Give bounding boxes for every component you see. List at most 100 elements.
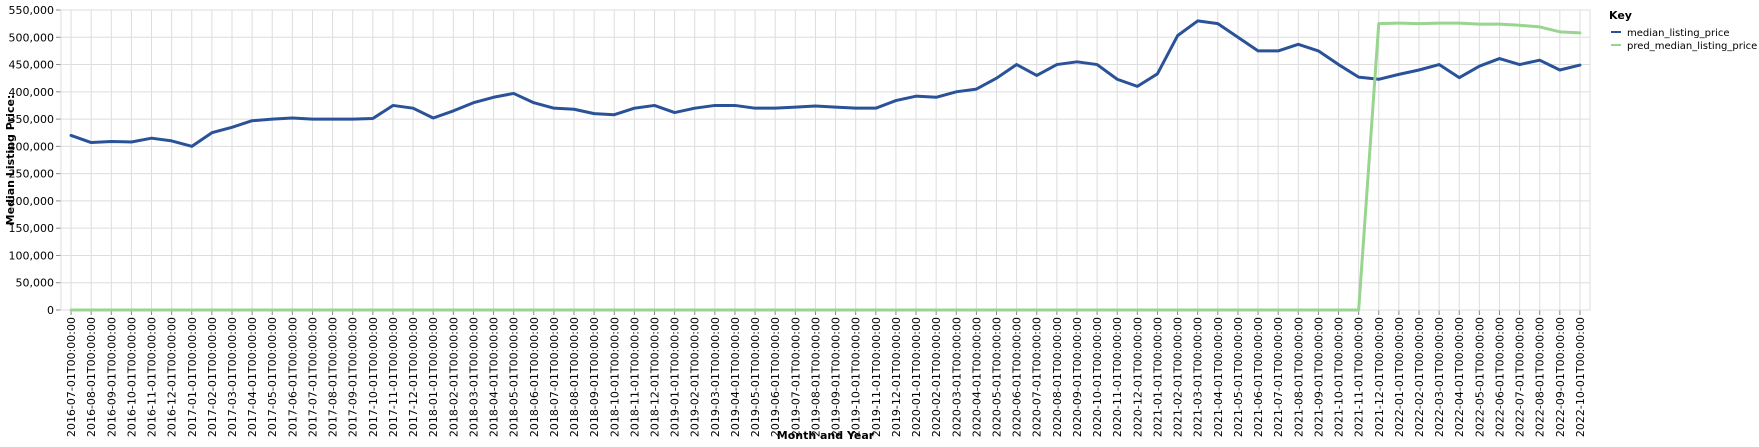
x-tick-label: 2019-06-01T00:00:00 — [769, 317, 782, 437]
y-axis: 0 50,000 100,000 150,000 200,000 250,000 300,0… — [9, 4, 61, 317]
x-tick-label: 2021-06-01T00:00:00 — [1252, 317, 1265, 437]
legend: Key median_listing_price pred_median_list… — [1609, 9, 1757, 52]
x-tick-label: 2020-06-01T00:00:00 — [1011, 317, 1024, 437]
series-line-pred-median-listing-price — [69, 21, 1582, 312]
y-tick-label: 400,000 — [9, 86, 55, 99]
x-tick-label: 2016-10-01T00:00:00 — [125, 317, 138, 437]
y-tick-label: 200,000 — [9, 195, 55, 208]
x-tick-label: 2019-01-01T00:00:00 — [669, 317, 682, 437]
x-tick-label: 2021-03-01T00:00:00 — [1192, 317, 1205, 437]
x-tick-label: 2019-12-01T00:00:00 — [890, 317, 903, 437]
x-tick-label: 2020-09-01T00:00:00 — [1071, 317, 1084, 437]
x-tick-label: 2020-04-01T00:00:00 — [970, 317, 983, 437]
x-tick-label: 2019-10-01T00:00:00 — [850, 317, 863, 437]
y-tick-label: 250,000 — [9, 168, 55, 181]
x-tick-label: 2021-10-01T00:00:00 — [1333, 317, 1346, 437]
x-tick-label: 2021-09-01T00:00:00 — [1312, 317, 1325, 437]
x-tick-label: 2019-02-01T00:00:00 — [689, 317, 702, 437]
legend-label: pred_median_listing_price — [1627, 41, 1757, 52]
x-tick-label: 2019-05-01T00:00:00 — [749, 317, 762, 437]
x-tick-label: 2018-02-01T00:00:00 — [447, 317, 460, 437]
y-tick-label: 100,000 — [9, 249, 55, 262]
x-tick-label: 2016-09-01T00:00:00 — [105, 317, 118, 437]
x-tick-label: 2017-11-01T00:00:00 — [387, 317, 400, 437]
x-tick-label: 2018-03-01T00:00:00 — [467, 317, 480, 437]
x-tick-label: 2018-01-01T00:00:00 — [427, 317, 440, 437]
x-tick-label: 2022-10-01T00:00:00 — [1574, 317, 1587, 437]
x-tick-label: 2017-12-01T00:00:00 — [407, 317, 420, 437]
x-tick-label: 2020-12-01T00:00:00 — [1131, 317, 1144, 437]
x-tick-label: 2018-12-01T00:00:00 — [648, 317, 661, 437]
x-tick-label: 2021-05-01T00:00:00 — [1232, 317, 1245, 437]
x-tick-label: 2020-11-01T00:00:00 — [1111, 317, 1124, 437]
x-tick-label: 2020-05-01T00:00:00 — [991, 317, 1004, 437]
x-tick-label: 2020-01-01T00:00:00 — [910, 317, 923, 437]
x-tick-label: 2019-07-01T00:00:00 — [789, 317, 802, 437]
x-tick-label: 2017-02-01T00:00:00 — [206, 317, 219, 437]
y-tick-label: 50,000 — [16, 277, 55, 290]
x-tick-label: 2020-07-01T00:00:00 — [1031, 317, 1044, 437]
x-tick-label: 2020-03-01T00:00:00 — [950, 317, 963, 437]
y-tick-label: 450,000 — [9, 59, 55, 72]
x-tick-label: 2019-09-01T00:00:00 — [830, 317, 843, 437]
x-tick-label: 2017-09-01T00:00:00 — [347, 317, 360, 437]
x-tick-label: 2017-10-01T00:00:00 — [367, 317, 380, 437]
x-tick-label: 2017-05-01T00:00:00 — [266, 317, 279, 437]
x-tick-label: 2017-04-01T00:00:00 — [246, 317, 259, 437]
x-tick-label: 2022-09-01T00:00:00 — [1554, 317, 1567, 437]
x-tick-label: 2021-12-01T00:00:00 — [1373, 317, 1386, 437]
series-line-median-listing-price — [69, 19, 1582, 148]
x-tick-label: 2022-05-01T00:00:00 — [1473, 317, 1486, 437]
x-tick-label: 2016-08-01T00:00:00 — [85, 317, 98, 437]
x-tick-label: 2022-06-01T00:00:00 — [1493, 317, 1506, 437]
x-tick-label: 2021-07-01T00:00:00 — [1272, 317, 1285, 437]
y-axis-title: Median Listing Price: — [4, 95, 17, 226]
y-tick-label: 150,000 — [9, 222, 55, 235]
x-tick-label: 2022-03-01T00:00:00 — [1433, 317, 1446, 437]
x-tick-label: 2016-12-01T00:00:00 — [166, 317, 179, 437]
y-tick-label: 550,000 — [9, 4, 55, 17]
x-tick-label: 2021-04-01T00:00:00 — [1212, 317, 1225, 437]
x-tick-label: 2020-08-01T00:00:00 — [1051, 317, 1064, 437]
x-axis-title: Month and Year — [777, 429, 875, 442]
y-tick-label: 350,000 — [9, 113, 55, 126]
x-tick-label: 2021-08-01T00:00:00 — [1292, 317, 1305, 437]
x-tick-label: 2017-07-01T00:00:00 — [306, 317, 319, 437]
x-tick-label: 2018-08-01T00:00:00 — [568, 317, 581, 437]
x-tick-label: 2018-11-01T00:00:00 — [628, 317, 641, 437]
x-tick-label: 2022-02-01T00:00:00 — [1413, 317, 1426, 437]
series-lines — [69, 19, 1582, 312]
y-tick-label: 0 — [47, 304, 54, 317]
x-tick-label: 2019-11-01T00:00:00 — [870, 317, 883, 437]
x-tick-label: 2018-04-01T00:00:00 — [488, 317, 501, 437]
x-tick-label: 2019-04-01T00:00:00 — [729, 317, 742, 437]
x-tick-label: 2022-07-01T00:00:00 — [1514, 317, 1527, 437]
x-tick-label: 2019-08-01T00:00:00 — [809, 317, 822, 437]
x-tick-label: 2021-01-01T00:00:00 — [1151, 317, 1164, 437]
x-tick-label: 2017-08-01T00:00:00 — [327, 317, 340, 437]
x-tick-label: 2020-02-01T00:00:00 — [930, 317, 943, 437]
x-tick-label: 2018-05-01T00:00:00 — [508, 317, 521, 437]
x-tick-label: 2018-10-01T00:00:00 — [608, 317, 621, 437]
x-tick-label: 2016-11-01T00:00:00 — [146, 317, 159, 437]
x-tick-label: 2022-08-01T00:00:00 — [1534, 317, 1547, 437]
y-tick-label: 500,000 — [9, 31, 55, 44]
x-tick-label: 2021-02-01T00:00:00 — [1172, 317, 1185, 437]
x-axis: 2016-07-01T00:00:00 2016-08-01T00:00:00 20… — [65, 310, 1587, 437]
legend-title: Key — [1609, 9, 1632, 22]
y-tick-label: 300,000 — [9, 140, 55, 153]
x-tick-label: 2019-03-01T00:00:00 — [709, 317, 722, 437]
x-tick-label: 2018-09-01T00:00:00 — [588, 317, 601, 437]
x-tick-label: 2022-04-01T00:00:00 — [1453, 317, 1466, 437]
legend-label: median_listing_price — [1627, 28, 1730, 39]
x-tick-label: 2020-10-01T00:00:00 — [1091, 317, 1104, 437]
x-tick-label: 2018-06-01T00:00:00 — [528, 317, 541, 437]
x-tick-label: 2021-11-01T00:00:00 — [1353, 317, 1366, 437]
x-tick-label: 2016-07-01T00:00:00 — [65, 317, 78, 437]
x-tick-label: 2022-01-01T00:00:00 — [1393, 317, 1406, 437]
x-tick-label: 2018-07-01T00:00:00 — [548, 317, 561, 437]
x-tick-label: 2017-01-01T00:00:00 — [186, 317, 199, 437]
x-tick-label: 2017-06-01T00:00:00 — [286, 317, 299, 437]
x-tick-label: 2017-03-01T00:00:00 — [226, 317, 239, 437]
